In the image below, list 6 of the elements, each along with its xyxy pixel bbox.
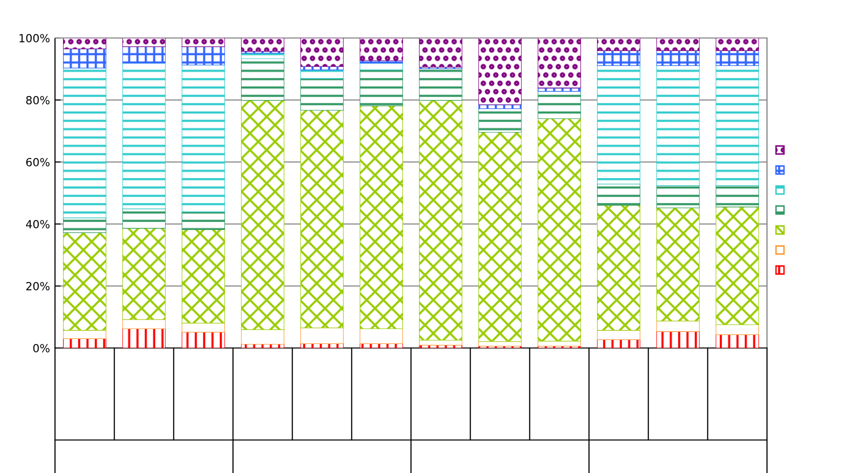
y-tick-label: 40% — [26, 220, 50, 228]
y-tick-label: 80% — [26, 96, 50, 104]
y-tick-label: 100% — [20, 34, 50, 42]
y-tick-label: 0% — [33, 344, 50, 352]
y-tick-label: 20% — [26, 282, 50, 290]
y-tick-label: 60% — [26, 158, 50, 166]
